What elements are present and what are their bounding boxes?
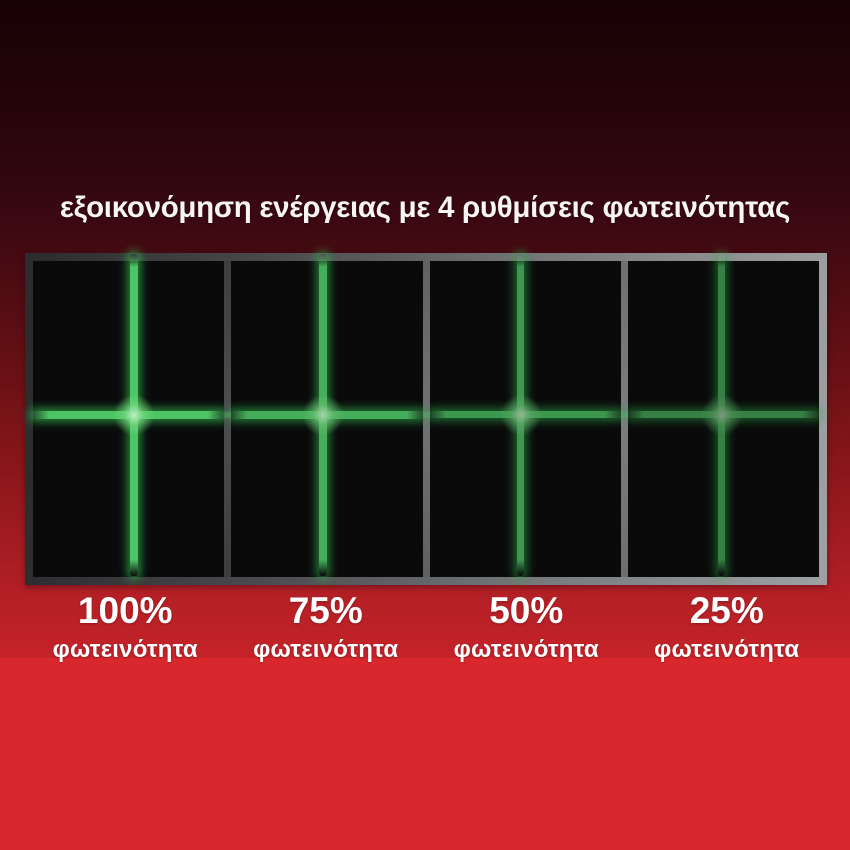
brightness-percent: 75% xyxy=(288,590,363,631)
brightness-label-100: 100% φωτεινότητα xyxy=(25,592,226,664)
brightness-caption: φωτεινότητα xyxy=(654,636,800,663)
laser-cross xyxy=(230,254,424,577)
laser-cross-center xyxy=(301,393,344,436)
brightness-percent: 25% xyxy=(689,590,764,631)
laser-panel-50 xyxy=(428,254,622,577)
laser-cross-center xyxy=(701,393,744,436)
brightness-percent: 50% xyxy=(489,590,564,631)
brightness-caption: φωτεινότητα xyxy=(453,636,599,663)
headline: εξοικονόμηση ενέργειας με 4 ρυθμίσεις φω… xyxy=(59,191,791,224)
brightness-caption: φωτεινότητα xyxy=(253,636,399,663)
laser-cross-center xyxy=(499,393,542,436)
laser-cross xyxy=(428,254,622,577)
brightness-caption: φωτεινότητα xyxy=(52,636,198,663)
laser-cross xyxy=(32,254,226,577)
panel-divider xyxy=(224,261,232,577)
brightness-percent: 100% xyxy=(77,590,173,631)
brightness-label-75: 75% φωτεινότητα xyxy=(226,592,427,664)
laser-panel-25 xyxy=(626,254,820,577)
panel-divider xyxy=(422,261,430,577)
panel-divider xyxy=(620,261,628,577)
laser-cross-center xyxy=(113,393,156,436)
laser-panel-strip xyxy=(25,253,827,585)
laser-panel-100 xyxy=(32,254,226,577)
laser-cross xyxy=(626,254,820,577)
brightness-label-50: 50% φωτεινότητα xyxy=(426,592,627,664)
laser-panel-75 xyxy=(230,254,424,577)
laser-panel-row xyxy=(32,254,820,577)
brightness-label-25: 25% φωτεινότητα xyxy=(627,592,828,664)
brightness-labels: 100% φωτεινότητα 75% φωτεινότητα 50% φωτ… xyxy=(25,592,827,664)
